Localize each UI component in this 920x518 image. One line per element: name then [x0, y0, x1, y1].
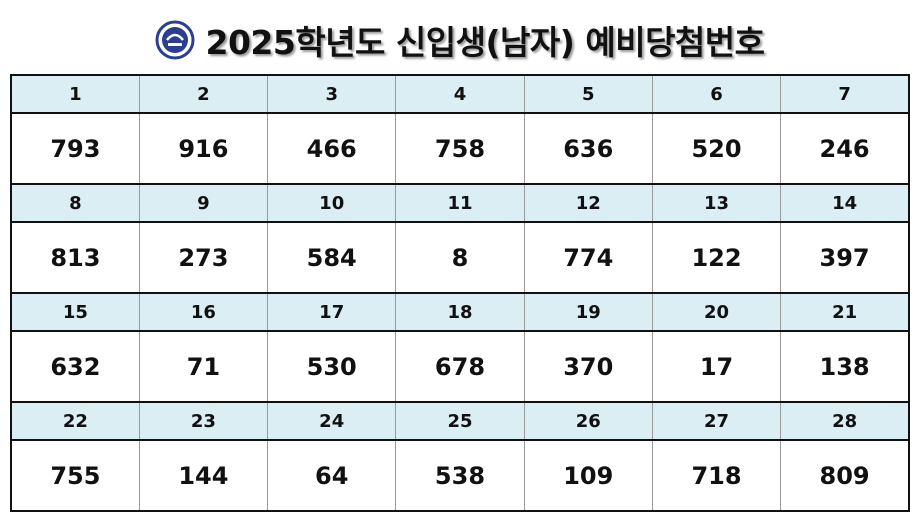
header-row: 8 9 10 11 12 13 14: [9, 183, 911, 223]
rank-cell: 9: [138, 183, 269, 223]
title: 2025학년도 신입생(남자) 예비당첨번호: [205, 23, 765, 62]
number-cell: 530: [267, 331, 397, 403]
number-cell: 793: [9, 113, 140, 185]
rank-cell: 21: [780, 292, 911, 332]
number-cell: 632: [9, 331, 140, 403]
number-cell: 122: [651, 222, 782, 294]
number-cell: 138: [780, 331, 911, 403]
number-cell: 370: [523, 331, 653, 403]
rank-cell: 7: [780, 74, 911, 114]
number-cell: 538: [395, 440, 525, 512]
rank-cell: 14: [780, 183, 911, 223]
number-cell: 64: [267, 440, 397, 512]
rank-cell: 22: [9, 401, 140, 441]
value-row: 793 916 466 758 636 520 246: [9, 113, 911, 185]
rank-cell: 11: [395, 183, 525, 223]
number-cell: 774: [523, 222, 653, 294]
header-row: 22 23 24 25 26 27 28: [9, 401, 911, 441]
number-cell: 758: [395, 113, 525, 185]
rank-cell: 23: [138, 401, 269, 441]
rank-cell: 8: [9, 183, 140, 223]
number-cell: 8: [395, 222, 525, 294]
number-table: 1 2 3 4 5 6 7 793 916 466 758 636 520 246 8 9 10 11 12 13 14…: [9, 74, 911, 512]
number-cell: 246: [780, 113, 911, 185]
rank-cell: 4: [395, 74, 525, 114]
rank-cell: 3: [267, 74, 397, 114]
number-cell: 397: [780, 222, 911, 294]
number-cell: 718: [651, 440, 782, 512]
number-cell: 71: [138, 331, 269, 403]
rank-cell: 5: [523, 74, 653, 114]
rank-cell: 6: [651, 74, 782, 114]
number-cell: 466: [267, 113, 397, 185]
header: 2025학년도 신입생(남자) 예비당첨번호: [0, 10, 920, 70]
rank-cell: 27: [651, 401, 782, 441]
rank-cell: 17: [267, 292, 397, 332]
rank-cell: 15: [9, 292, 140, 332]
number-cell: 809: [780, 440, 911, 512]
rank-cell: 12: [523, 183, 653, 223]
number-cell: 584: [267, 222, 397, 294]
value-row: 632 71 530 678 370 17 138: [9, 331, 911, 403]
number-cell: 17: [651, 331, 782, 403]
rank-cell: 26: [523, 401, 653, 441]
rank-cell: 10: [267, 183, 397, 223]
number-cell: 273: [138, 222, 269, 294]
number-cell: 755: [9, 440, 140, 512]
rank-cell: 24: [267, 401, 397, 441]
header-row: 15 16 17 18 19 20 21: [9, 292, 911, 332]
number-cell: 678: [395, 331, 525, 403]
number-cell: 144: [138, 440, 269, 512]
rank-cell: 28: [780, 401, 911, 441]
value-row: 755 144 64 538 109 718 809: [9, 440, 911, 512]
rank-cell: 20: [651, 292, 782, 332]
value-row: 813 273 584 8 774 122 397: [9, 222, 911, 294]
rank-cell: 25: [395, 401, 525, 441]
rank-cell: 2: [138, 74, 269, 114]
number-cell: 813: [9, 222, 140, 294]
rank-cell: 13: [651, 183, 782, 223]
number-cell: 109: [523, 440, 653, 512]
logo: [155, 20, 195, 60]
number-cell: 916: [138, 113, 269, 185]
rank-cell: 1: [9, 74, 140, 114]
rank-cell: 16: [138, 292, 269, 332]
number-cell: 636: [523, 113, 653, 185]
number-cell: 520: [651, 113, 782, 185]
rank-cell: 19: [523, 292, 653, 332]
rank-cell: 18: [395, 292, 525, 332]
